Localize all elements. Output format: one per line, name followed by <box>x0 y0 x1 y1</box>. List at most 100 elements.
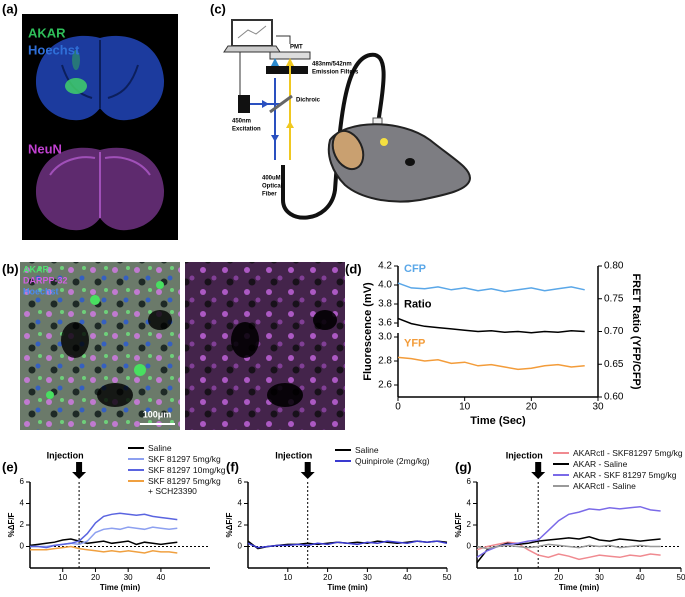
arrow <box>271 58 279 66</box>
y-tick-label: 4 <box>238 499 243 508</box>
brain-hoechst <box>35 35 165 121</box>
legend: Saline Quinpirole (2mg/kg) <box>335 445 440 467</box>
setup-diagram <box>223 19 472 220</box>
legend-swatch <box>553 485 569 487</box>
y-tick-label: 6 <box>467 477 472 486</box>
legend-entry: AKARctl - Saline <box>553 481 685 491</box>
x-tick-label: 50 <box>443 573 452 582</box>
y-tick-label: 3.0 <box>378 332 392 343</box>
stain-label: AKAR <box>28 25 66 40</box>
pmt <box>269 51 311 60</box>
image-b-darpp <box>185 262 345 430</box>
x-tick-label: 30 <box>363 573 372 582</box>
diagram-label: PMT <box>290 45 303 51</box>
legend: Saline SKF 81297 5mg/kg SKF 81297 10mg/kg S… <box>128 443 228 497</box>
y-tick-label: 6 <box>238 477 243 486</box>
diagram-label: Dichroic <box>296 98 321 104</box>
cable <box>239 35 291 95</box>
injection-arrow <box>531 462 546 479</box>
y-tick-label: 2 <box>238 520 243 529</box>
series-line <box>476 541 661 561</box>
stain-label: NeuN <box>28 141 62 156</box>
legend-label: SKF 81297 10mg/kg <box>148 465 226 475</box>
legend-swatch <box>128 469 144 471</box>
legend-swatch <box>553 452 569 454</box>
fluorescence <box>380 138 388 146</box>
vessel <box>313 310 337 330</box>
legend-entry: Saline <box>128 443 228 453</box>
legend-entry: SKF 81297 5mg/kg + SCH23390 <box>128 476 228 496</box>
x-tick-label: 30 <box>124 573 133 582</box>
legend-label: Quinpirole (2mg/kg) <box>355 456 430 466</box>
legend-label: AKAR - Saline <box>573 459 628 469</box>
legend-label: AKARctl - SKF81297 5mg/kg <box>573 448 683 458</box>
series-label: Ratio <box>404 298 432 310</box>
arrow <box>286 58 294 66</box>
y-axis-label: %ΔF/F <box>225 512 234 537</box>
x-tick-label: 0 <box>395 402 401 413</box>
legend-entry: Quinpirole (2mg/kg) <box>335 456 440 466</box>
scale-label: 100μm <box>143 409 172 419</box>
y-tick-label: 4 <box>467 499 472 508</box>
series-line <box>476 505 661 558</box>
legend-label: SKF 81297 5mg/kg + SCH23390 <box>148 476 221 496</box>
image-b-merge <box>20 262 180 430</box>
diagram-label: Excitation <box>232 127 261 133</box>
mouse-ear <box>331 129 365 171</box>
legend-label: Saline <box>148 443 172 453</box>
x-tick-label: 20 <box>91 573 100 582</box>
dichroic-mirror <box>269 94 293 114</box>
x-tick-label: 50 <box>677 573 685 582</box>
y-axis-label: Fluorescence (mV) <box>362 282 374 381</box>
emission-filters <box>266 66 308 74</box>
vessel <box>231 322 259 358</box>
y-tick-label: 2.6 <box>378 380 392 391</box>
arrow <box>262 100 269 108</box>
legend-swatch <box>335 460 351 462</box>
stain-label: Hoechst <box>23 286 59 296</box>
injection-label: Injection <box>47 450 84 460</box>
y-tick-label: 4 <box>20 499 25 508</box>
x-tick-label: 30 <box>595 573 604 582</box>
laptop-trace <box>237 25 267 39</box>
panel-label: (b) <box>2 261 19 276</box>
y-tick-label: 0 <box>467 542 472 551</box>
vessel <box>148 310 172 330</box>
arrow <box>271 135 279 142</box>
x-tick-label: 10 <box>283 573 292 582</box>
x-tick-label: 10 <box>513 573 522 582</box>
legend-entry: AKAR - Saline <box>553 459 685 469</box>
cell <box>90 295 100 305</box>
panel-label: (f) <box>226 459 239 474</box>
y-tick-label: 4.2 <box>378 261 392 272</box>
y2-tick-label: 0.80 <box>604 261 624 272</box>
x-tick-label: 10 <box>459 402 471 413</box>
injection-label: Injection <box>506 450 543 460</box>
legend-swatch <box>128 458 144 460</box>
legend-swatch <box>553 474 569 476</box>
akar-expression <box>65 78 87 94</box>
y2-axis-label: FRET Ratio (YFP/CFP) <box>630 273 642 389</box>
y2-tick-label: 0.65 <box>604 359 624 370</box>
stain-label: AKAR <box>23 264 49 274</box>
legend-label: AKAR - SKF 81297 5mg/kg <box>573 470 677 480</box>
injection-arrow <box>300 462 315 479</box>
injection-arrow <box>72 462 87 479</box>
series-line <box>247 540 448 549</box>
panel-label: (c) <box>210 1 226 16</box>
y-axis-label: %ΔF/F <box>454 512 463 537</box>
y2-tick-label: 0.70 <box>604 326 624 337</box>
legend-swatch <box>553 463 569 465</box>
series-line <box>397 356 585 371</box>
mouse-head <box>327 123 472 203</box>
x-tick-label: 40 <box>636 573 645 582</box>
panel-label: (a) <box>2 1 18 16</box>
excitation-source <box>238 95 250 113</box>
y-axis-label: %ΔF/F <box>7 512 16 537</box>
x-axis-label: Time (Sec) <box>470 415 526 427</box>
x-axis-label: Time (min) <box>100 583 141 592</box>
x-tick-label: 20 <box>323 573 332 582</box>
vessels <box>231 310 337 407</box>
y2-tick-label: 0.60 <box>604 392 624 403</box>
